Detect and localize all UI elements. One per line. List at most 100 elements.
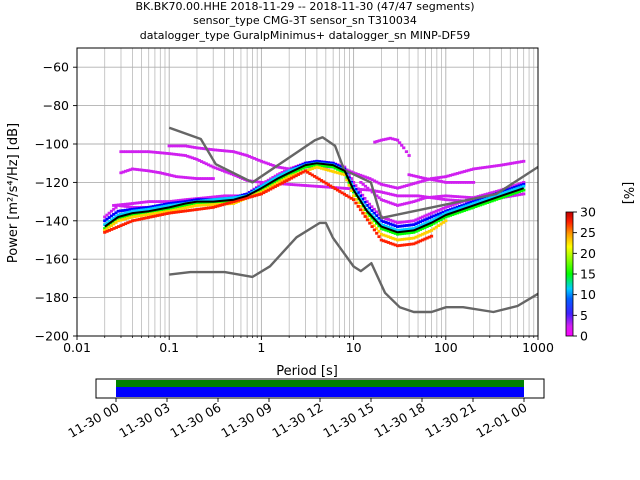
pdf-cell [140, 150, 144, 154]
pdf-cell [181, 175, 185, 179]
y-tick-label: −60 [43, 60, 69, 75]
pdf-cell [188, 176, 192, 180]
pdf-cell [151, 150, 155, 154]
pdf-cell [153, 200, 158, 203]
pdf-cell [448, 204, 453, 208]
pdf-cell [165, 210, 169, 213]
pdf-cell [363, 184, 368, 188]
pdf-cell [123, 169, 128, 173]
pdf-cell [199, 177, 204, 180]
pdf-cell [418, 194, 422, 198]
pdf-cell [248, 195, 252, 199]
pdf-cell [135, 209, 139, 213]
pdf-cell [269, 185, 273, 189]
pdf-cell [167, 202, 171, 205]
pdf-cell [510, 161, 515, 165]
pdf-cell [462, 205, 466, 209]
pdf-cell [232, 200, 236, 203]
pdf-cell [103, 230, 107, 234]
pdf-cell [119, 204, 123, 208]
pdf-cell [271, 177, 275, 181]
pdf-cell [154, 170, 158, 174]
pdf-cell [522, 188, 526, 192]
pdf-cell [114, 226, 118, 229]
pdf-cell [360, 193, 365, 197]
pdf-cell [181, 206, 185, 210]
pdf-cell [266, 180, 270, 184]
pdf-cell [107, 220, 111, 223]
pdf-cell [209, 177, 213, 180]
pdf-cell [508, 187, 512, 191]
pdf-cell [412, 227, 416, 230]
pdf-cell [121, 212, 125, 216]
pdf-cell [429, 215, 434, 219]
pdf-cell [232, 202, 236, 205]
pdf-cell [382, 224, 386, 227]
pdf-cell [331, 165, 335, 169]
pdf-cell [259, 159, 263, 163]
pdf-cell [103, 227, 107, 230]
pdf-cell [257, 184, 261, 188]
pdf-cell [303, 165, 307, 169]
pdf-cell [460, 204, 464, 207]
pdf-cell [167, 207, 171, 211]
pdf-cell [289, 183, 293, 186]
pdf-cell [250, 195, 254, 198]
pdf-cell [278, 177, 282, 181]
pdf-cell [209, 206, 213, 210]
pdf-cell [495, 194, 499, 197]
pdf-cell [126, 216, 130, 220]
pdf-cell [384, 240, 388, 244]
pdf-cell [149, 215, 153, 219]
pdf-cell [400, 194, 404, 198]
pdf-cell [220, 149, 224, 153]
pdf-cell [361, 174, 365, 178]
pdf-cell [508, 162, 512, 165]
pdf-cell [441, 175, 446, 179]
pdf-cell [153, 204, 158, 208]
pdf-cell [430, 178, 434, 182]
pdf-cell [292, 175, 296, 179]
pdf-cell [395, 225, 400, 228]
pdf-cell [151, 207, 155, 210]
pdf-cell [119, 213, 123, 216]
pdf-cell [326, 161, 331, 165]
pdf-cell [123, 222, 128, 226]
pdf-cell [356, 201, 360, 205]
pdf-cell [425, 230, 429, 234]
pdf-cell [365, 211, 369, 215]
pdf-cell [153, 210, 158, 214]
pdf-cell [389, 241, 393, 245]
pdf-cell [471, 181, 476, 184]
pdf-cell [218, 194, 222, 198]
pdf-cell [508, 194, 512, 198]
pdf-cell [409, 182, 413, 186]
pdf-cell [109, 222, 114, 226]
pdf-cell [354, 184, 358, 187]
pdf-cell [358, 201, 362, 204]
pdf-cell [213, 166, 218, 170]
pdf-cell [322, 185, 326, 189]
pdf-cell [451, 194, 455, 198]
pdf-cell [114, 219, 118, 222]
pdf-cell [400, 232, 404, 236]
pdf-cell [306, 161, 310, 165]
pdf-cell [382, 183, 386, 187]
pdf-cell [407, 194, 411, 198]
pdf-cell [382, 233, 386, 237]
pdf-cell [384, 217, 388, 221]
pdf-cell [133, 215, 137, 218]
pdf-cell [190, 208, 194, 212]
pdf-cell [478, 197, 483, 201]
x-axis-label: Period [s] [276, 364, 338, 379]
pdf-cell [211, 195, 215, 199]
pdf-cell [490, 195, 494, 199]
pdf-cell [492, 198, 496, 202]
pdf-cell [259, 181, 263, 184]
pdf-cell [142, 208, 146, 212]
pdf-cell [199, 196, 203, 200]
pdf-cell [151, 200, 155, 203]
colorbar-tick-label: 0 [580, 329, 588, 344]
pdf-cell [421, 227, 425, 230]
pdf-cell [370, 209, 374, 212]
